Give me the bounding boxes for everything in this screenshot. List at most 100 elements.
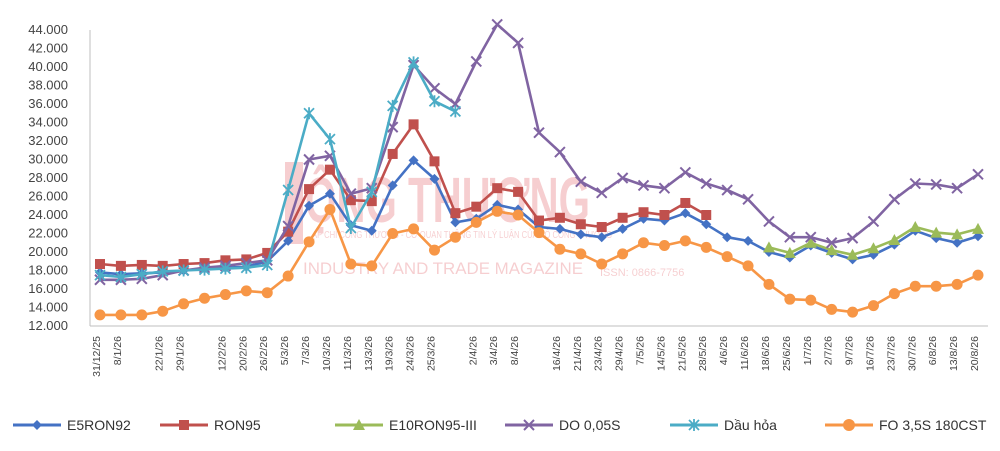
y-tick-label: 24.000	[28, 207, 68, 222]
data-point	[554, 223, 565, 234]
axes: 12.000 14.000 16.000 18.000 20.000 22.000 24.0…	[28, 22, 988, 377]
data-point	[554, 212, 565, 223]
data-point	[701, 219, 712, 230]
data-point	[888, 193, 901, 205]
data-point	[366, 185, 378, 198]
x-tick-label: 3/4/26	[488, 336, 500, 365]
data-point	[157, 305, 169, 317]
data-point	[554, 243, 566, 255]
x-tick-label: 21/5/26	[676, 336, 688, 371]
data-point	[533, 227, 545, 239]
data-point	[825, 244, 838, 256]
x-tick-label: 30/7/26	[906, 336, 918, 371]
x-tick-label: 23/7/26	[885, 336, 897, 371]
data-point	[575, 229, 586, 240]
data-point	[324, 133, 336, 146]
data-point	[637, 179, 650, 192]
x-tick-label: 4/6/26	[718, 336, 730, 365]
x-tick-label: 8/4/26	[509, 336, 521, 365]
series-d-u-h-a	[94, 56, 462, 283]
data-point	[261, 258, 273, 271]
y-tick-label: 26.000	[28, 189, 68, 204]
data-point	[596, 187, 608, 199]
y-tick-label: 36.000	[28, 96, 68, 111]
data-point	[554, 146, 566, 158]
legend-label: FO 3,5S 180CST	[879, 417, 987, 433]
x-tick-label: 29/4/26	[614, 336, 626, 371]
legend-item: E10RON95-III	[335, 417, 477, 433]
data-point	[722, 232, 733, 243]
data-point	[429, 173, 440, 184]
x-tick-label: 13/8/26	[948, 336, 960, 371]
data-point	[470, 55, 482, 68]
data-point	[951, 228, 964, 240]
data-point	[930, 280, 942, 292]
data-point	[867, 215, 880, 228]
legend-marker	[688, 419, 700, 431]
data-point	[283, 235, 294, 246]
data-point	[282, 184, 294, 197]
series-do-0-05s	[94, 18, 984, 286]
x-tick-label: 20/8/26	[969, 336, 981, 371]
x-tick-label: 2/4/26	[467, 336, 479, 365]
legend-label: E10RON95-III	[389, 417, 477, 433]
x-tick-label: 31/12/25	[91, 336, 103, 377]
data-point	[115, 260, 126, 271]
y-tick-label: 44.000	[28, 22, 68, 37]
x-tick-label: 16/4/26	[551, 336, 563, 371]
x-tick-label: 25/6/26	[781, 336, 793, 371]
data-point	[826, 303, 838, 315]
data-point	[596, 258, 608, 270]
data-point	[617, 223, 628, 234]
x-tick-label: 10/3/26	[321, 336, 333, 371]
data-point	[951, 278, 963, 290]
legend-marker	[523, 419, 535, 431]
legend: E5RON92 RON95 E10RON95-III DO 0,05S Dầu hỏa F…	[13, 417, 987, 433]
y-tick-label: 28.000	[28, 170, 68, 185]
x-tick-label: 28/5/26	[697, 336, 709, 371]
data-point	[283, 226, 294, 237]
data-point	[763, 278, 775, 290]
data-point	[408, 155, 419, 166]
x-tick-label: 12/2/26	[216, 336, 228, 371]
x-tick-label: 9/7/26	[844, 336, 856, 365]
y-tick-label: 20.000	[28, 244, 68, 259]
x-tick-label: 7/5/26	[635, 336, 647, 365]
legend-item: DO 0,05S	[505, 417, 620, 433]
legend-label: DO 0,05S	[559, 417, 620, 433]
series-line	[99, 61, 456, 279]
data-point	[491, 18, 503, 31]
x-tick-label: 20/2/26	[237, 336, 249, 371]
data-point	[909, 280, 921, 292]
data-point	[804, 236, 817, 248]
data-point	[303, 153, 315, 166]
y-tick-label: 30.000	[28, 152, 68, 167]
series-line	[100, 23, 979, 282]
data-point	[345, 221, 357, 234]
data-point	[219, 262, 232, 275]
data-point	[512, 37, 524, 49]
legend-marker	[179, 420, 189, 430]
data-point	[952, 237, 963, 248]
data-point	[491, 205, 503, 217]
x-tick-label: 29/1/26	[175, 336, 187, 371]
data-point	[909, 177, 921, 190]
data-point	[324, 203, 336, 215]
data-point	[784, 293, 796, 305]
data-point	[575, 175, 587, 188]
data-point	[304, 184, 315, 195]
data-point	[700, 241, 712, 253]
data-point	[387, 180, 398, 191]
data-point	[471, 201, 482, 212]
data-point	[888, 233, 901, 245]
data-point	[428, 244, 440, 256]
y-tick-label: 22.000	[28, 226, 68, 241]
x-tick-label: 1/7/26	[802, 336, 814, 365]
data-point	[638, 237, 650, 249]
data-point	[805, 231, 817, 243]
data-point	[972, 168, 984, 181]
data-point	[763, 215, 775, 228]
data-point	[972, 269, 984, 281]
x-tick-label: 11/6/26	[739, 336, 751, 370]
data-point	[366, 225, 377, 236]
